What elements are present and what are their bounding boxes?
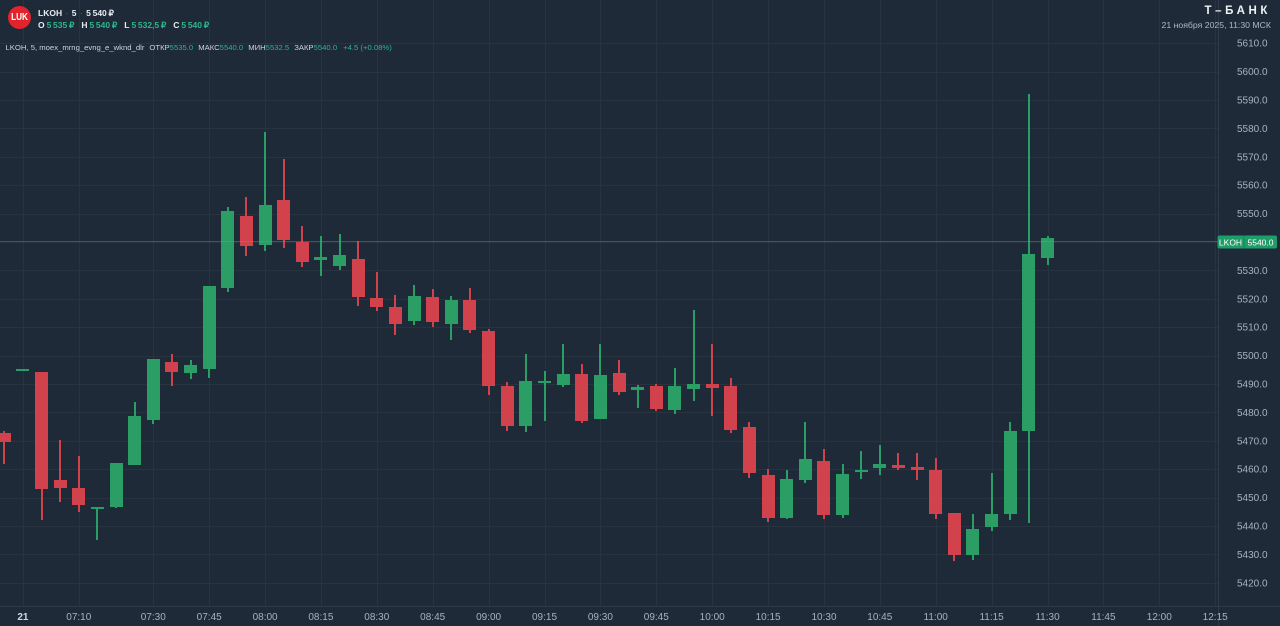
svg-text:5570.0: 5570.0: [1237, 152, 1268, 163]
svg-text:12:00: 12:00: [1147, 612, 1172, 623]
svg-text:11:45: 11:45: [1091, 612, 1116, 623]
svg-text:09:15: 09:15: [532, 612, 557, 623]
svg-text:09:00: 09:00: [476, 612, 501, 623]
svg-text:5610.0: 5610.0: [1237, 39, 1268, 50]
svg-text:08:30: 08:30: [364, 612, 389, 623]
svg-text:11:30: 11:30: [1035, 612, 1060, 623]
svg-text:5580.0: 5580.0: [1237, 124, 1268, 135]
svg-text:10:15: 10:15: [756, 612, 781, 623]
svg-text:5500.0: 5500.0: [1237, 351, 1268, 362]
svg-text:10:30: 10:30: [811, 612, 836, 623]
svg-text:08:15: 08:15: [308, 612, 333, 623]
svg-text:08:00: 08:00: [253, 612, 278, 623]
svg-text:5520.0: 5520.0: [1237, 294, 1268, 305]
svg-text:08:45: 08:45: [420, 612, 445, 623]
svg-text:09:45: 09:45: [644, 612, 669, 623]
svg-text:5420.0: 5420.0: [1237, 578, 1268, 589]
svg-text:5560.0: 5560.0: [1237, 181, 1268, 192]
svg-text:5440.0: 5440.0: [1237, 522, 1268, 533]
svg-text:5490.0: 5490.0: [1237, 380, 1268, 391]
svg-text:10:45: 10:45: [867, 612, 892, 623]
svg-text:5540.0: 5540.0: [1248, 238, 1274, 248]
svg-text:10:00: 10:00: [700, 612, 725, 623]
svg-text:11:15: 11:15: [979, 612, 1004, 623]
svg-text:21: 21: [17, 612, 29, 623]
svg-text:12:15: 12:15: [1203, 612, 1228, 623]
svg-text:5590.0: 5590.0: [1237, 96, 1268, 107]
svg-text:5470.0: 5470.0: [1237, 436, 1268, 447]
svg-text:07:10: 07:10: [66, 612, 91, 623]
svg-text:5450.0: 5450.0: [1237, 493, 1268, 504]
svg-text:5550.0: 5550.0: [1237, 209, 1268, 220]
svg-text:5510.0: 5510.0: [1237, 323, 1268, 334]
svg-text:09:30: 09:30: [588, 612, 613, 623]
svg-text:5530.0: 5530.0: [1237, 266, 1268, 277]
svg-text:5480.0: 5480.0: [1237, 408, 1268, 419]
svg-text:5430.0: 5430.0: [1237, 550, 1268, 561]
svg-text:5460.0: 5460.0: [1237, 465, 1268, 476]
svg-text:07:45: 07:45: [197, 612, 222, 623]
svg-text:LKOH: LKOH: [1219, 238, 1242, 248]
svg-text:07:30: 07:30: [141, 612, 166, 623]
svg-text:5600.0: 5600.0: [1237, 67, 1268, 78]
svg-text:11:00: 11:00: [924, 612, 949, 623]
